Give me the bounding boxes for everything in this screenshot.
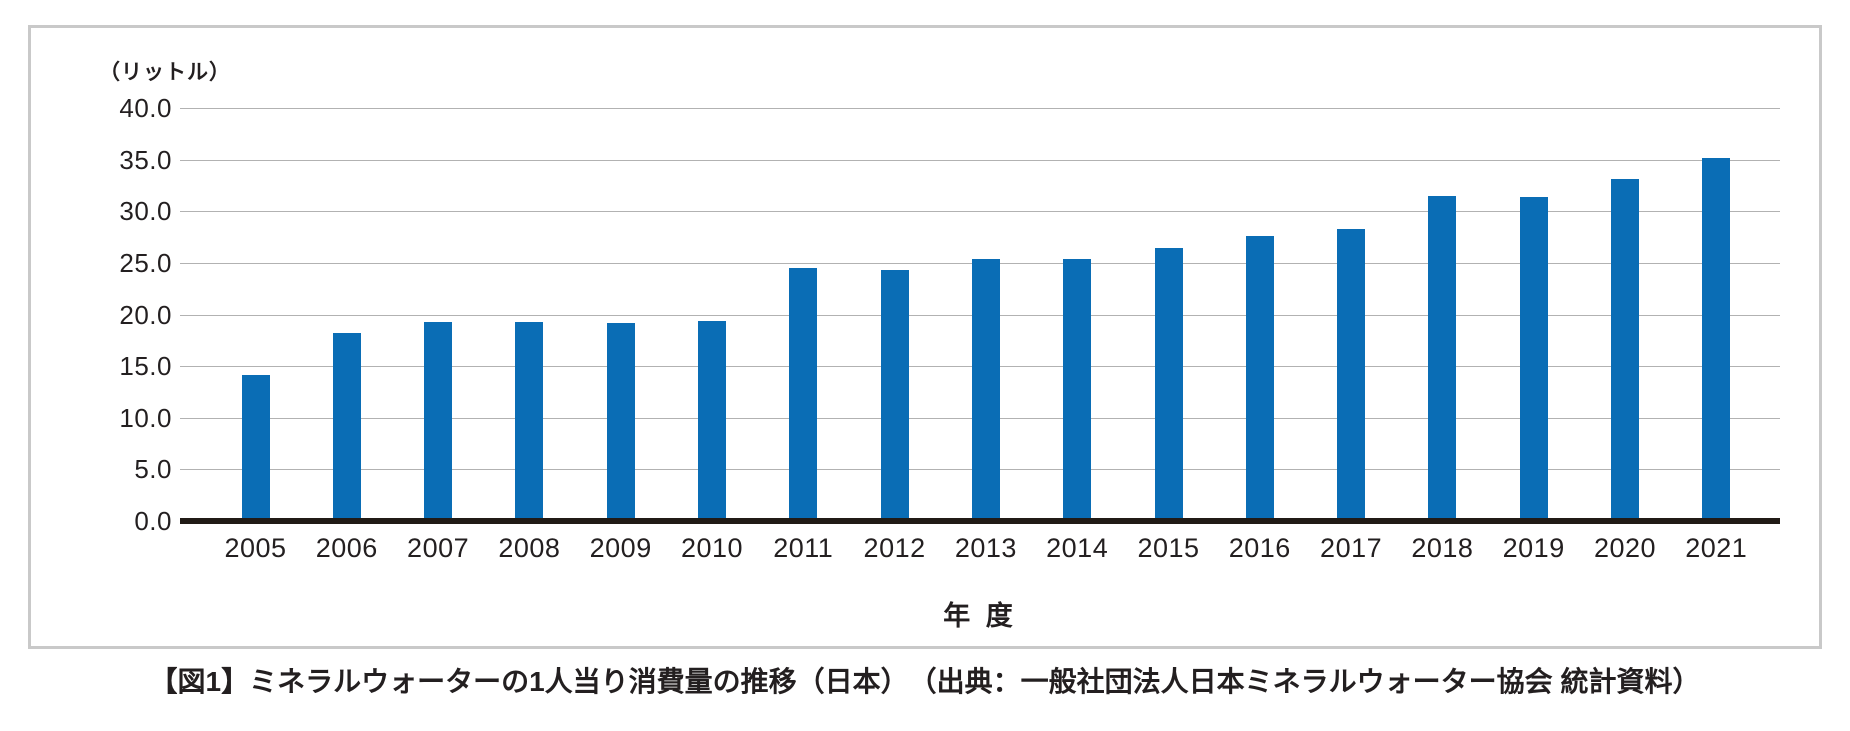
x-tick-label: 2014 xyxy=(1046,533,1109,563)
gridline-35 xyxy=(180,159,1780,161)
x-tick-label: 2005 xyxy=(224,533,287,563)
y-tick-label: 25.0 xyxy=(119,247,172,278)
y-axis-unit-label: （リットル） xyxy=(99,61,231,84)
bar-2019 xyxy=(1519,196,1548,521)
figure-caption: 【図1】ミネラルウォーターの1人当り消費量の推移（日本） （出典：一般社団法人日… xyxy=(149,666,1701,697)
bar-2018 xyxy=(1428,195,1457,521)
bar-2016 xyxy=(1245,236,1274,521)
x-axis-title: 年 度 xyxy=(943,601,1017,631)
y-tick-label: 35.0 xyxy=(119,144,172,175)
x-tick-label: 2017 xyxy=(1320,533,1383,563)
bar-2009 xyxy=(606,322,635,521)
x-tick-label: 2006 xyxy=(315,533,378,563)
bar-2017 xyxy=(1337,228,1366,521)
plot-area: 2005 2006 2007 2008 2009 2010 2011 2012 2013 2014… xyxy=(180,108,1780,563)
x-tick-label: 2015 xyxy=(1137,533,1200,563)
x-tick-label: 2019 xyxy=(1502,533,1565,563)
x-tick-label: 2020 xyxy=(1593,533,1657,563)
x-tick-label: 2018 xyxy=(1411,533,1474,563)
gridline-40 xyxy=(180,108,1780,109)
chart-panel: （リットル） 2005 2006 2007 2008 2009 2010 2011 2012 2… xyxy=(28,25,1822,649)
bar-2014 xyxy=(1063,258,1092,521)
y-tick-label: 20.0 xyxy=(119,299,172,330)
bar-2008 xyxy=(515,321,544,521)
x-tick-label: 2008 xyxy=(498,533,561,563)
y-tick-label: 0.0 xyxy=(134,506,172,536)
bar-2006 xyxy=(332,333,361,521)
x-tick-label: 2009 xyxy=(589,533,652,563)
x-tick-label: 2013 xyxy=(954,533,1017,563)
bar-2015 xyxy=(1154,248,1183,521)
bar-2012 xyxy=(880,270,909,521)
x-tick-label: 2016 xyxy=(1228,533,1291,563)
bar-2020 xyxy=(1611,179,1639,521)
bar-2005 xyxy=(241,375,270,521)
bar-2010 xyxy=(698,320,726,521)
y-tick-label: 10.0 xyxy=(119,402,172,433)
y-tick-label: 40.0 xyxy=(119,93,172,123)
x-tick-label: 2011 xyxy=(773,533,834,563)
x-tick-label: 2007 xyxy=(407,533,470,563)
bar-2011 xyxy=(789,268,818,521)
gridline-30 xyxy=(180,211,1780,213)
bar-2021 xyxy=(1702,157,1731,521)
bar-2007 xyxy=(424,321,453,521)
y-tick-label: 5.0 xyxy=(134,454,172,485)
x-axis-line xyxy=(180,518,1780,524)
x-tick-label: 2010 xyxy=(680,533,744,563)
y-tick-label: 15.0 xyxy=(119,351,172,382)
bar-2013 xyxy=(971,258,1000,521)
x-tick-label: 2012 xyxy=(863,533,926,563)
y-tick-label: 30.0 xyxy=(119,196,172,227)
x-tick-label: 2021 xyxy=(1685,533,1748,563)
